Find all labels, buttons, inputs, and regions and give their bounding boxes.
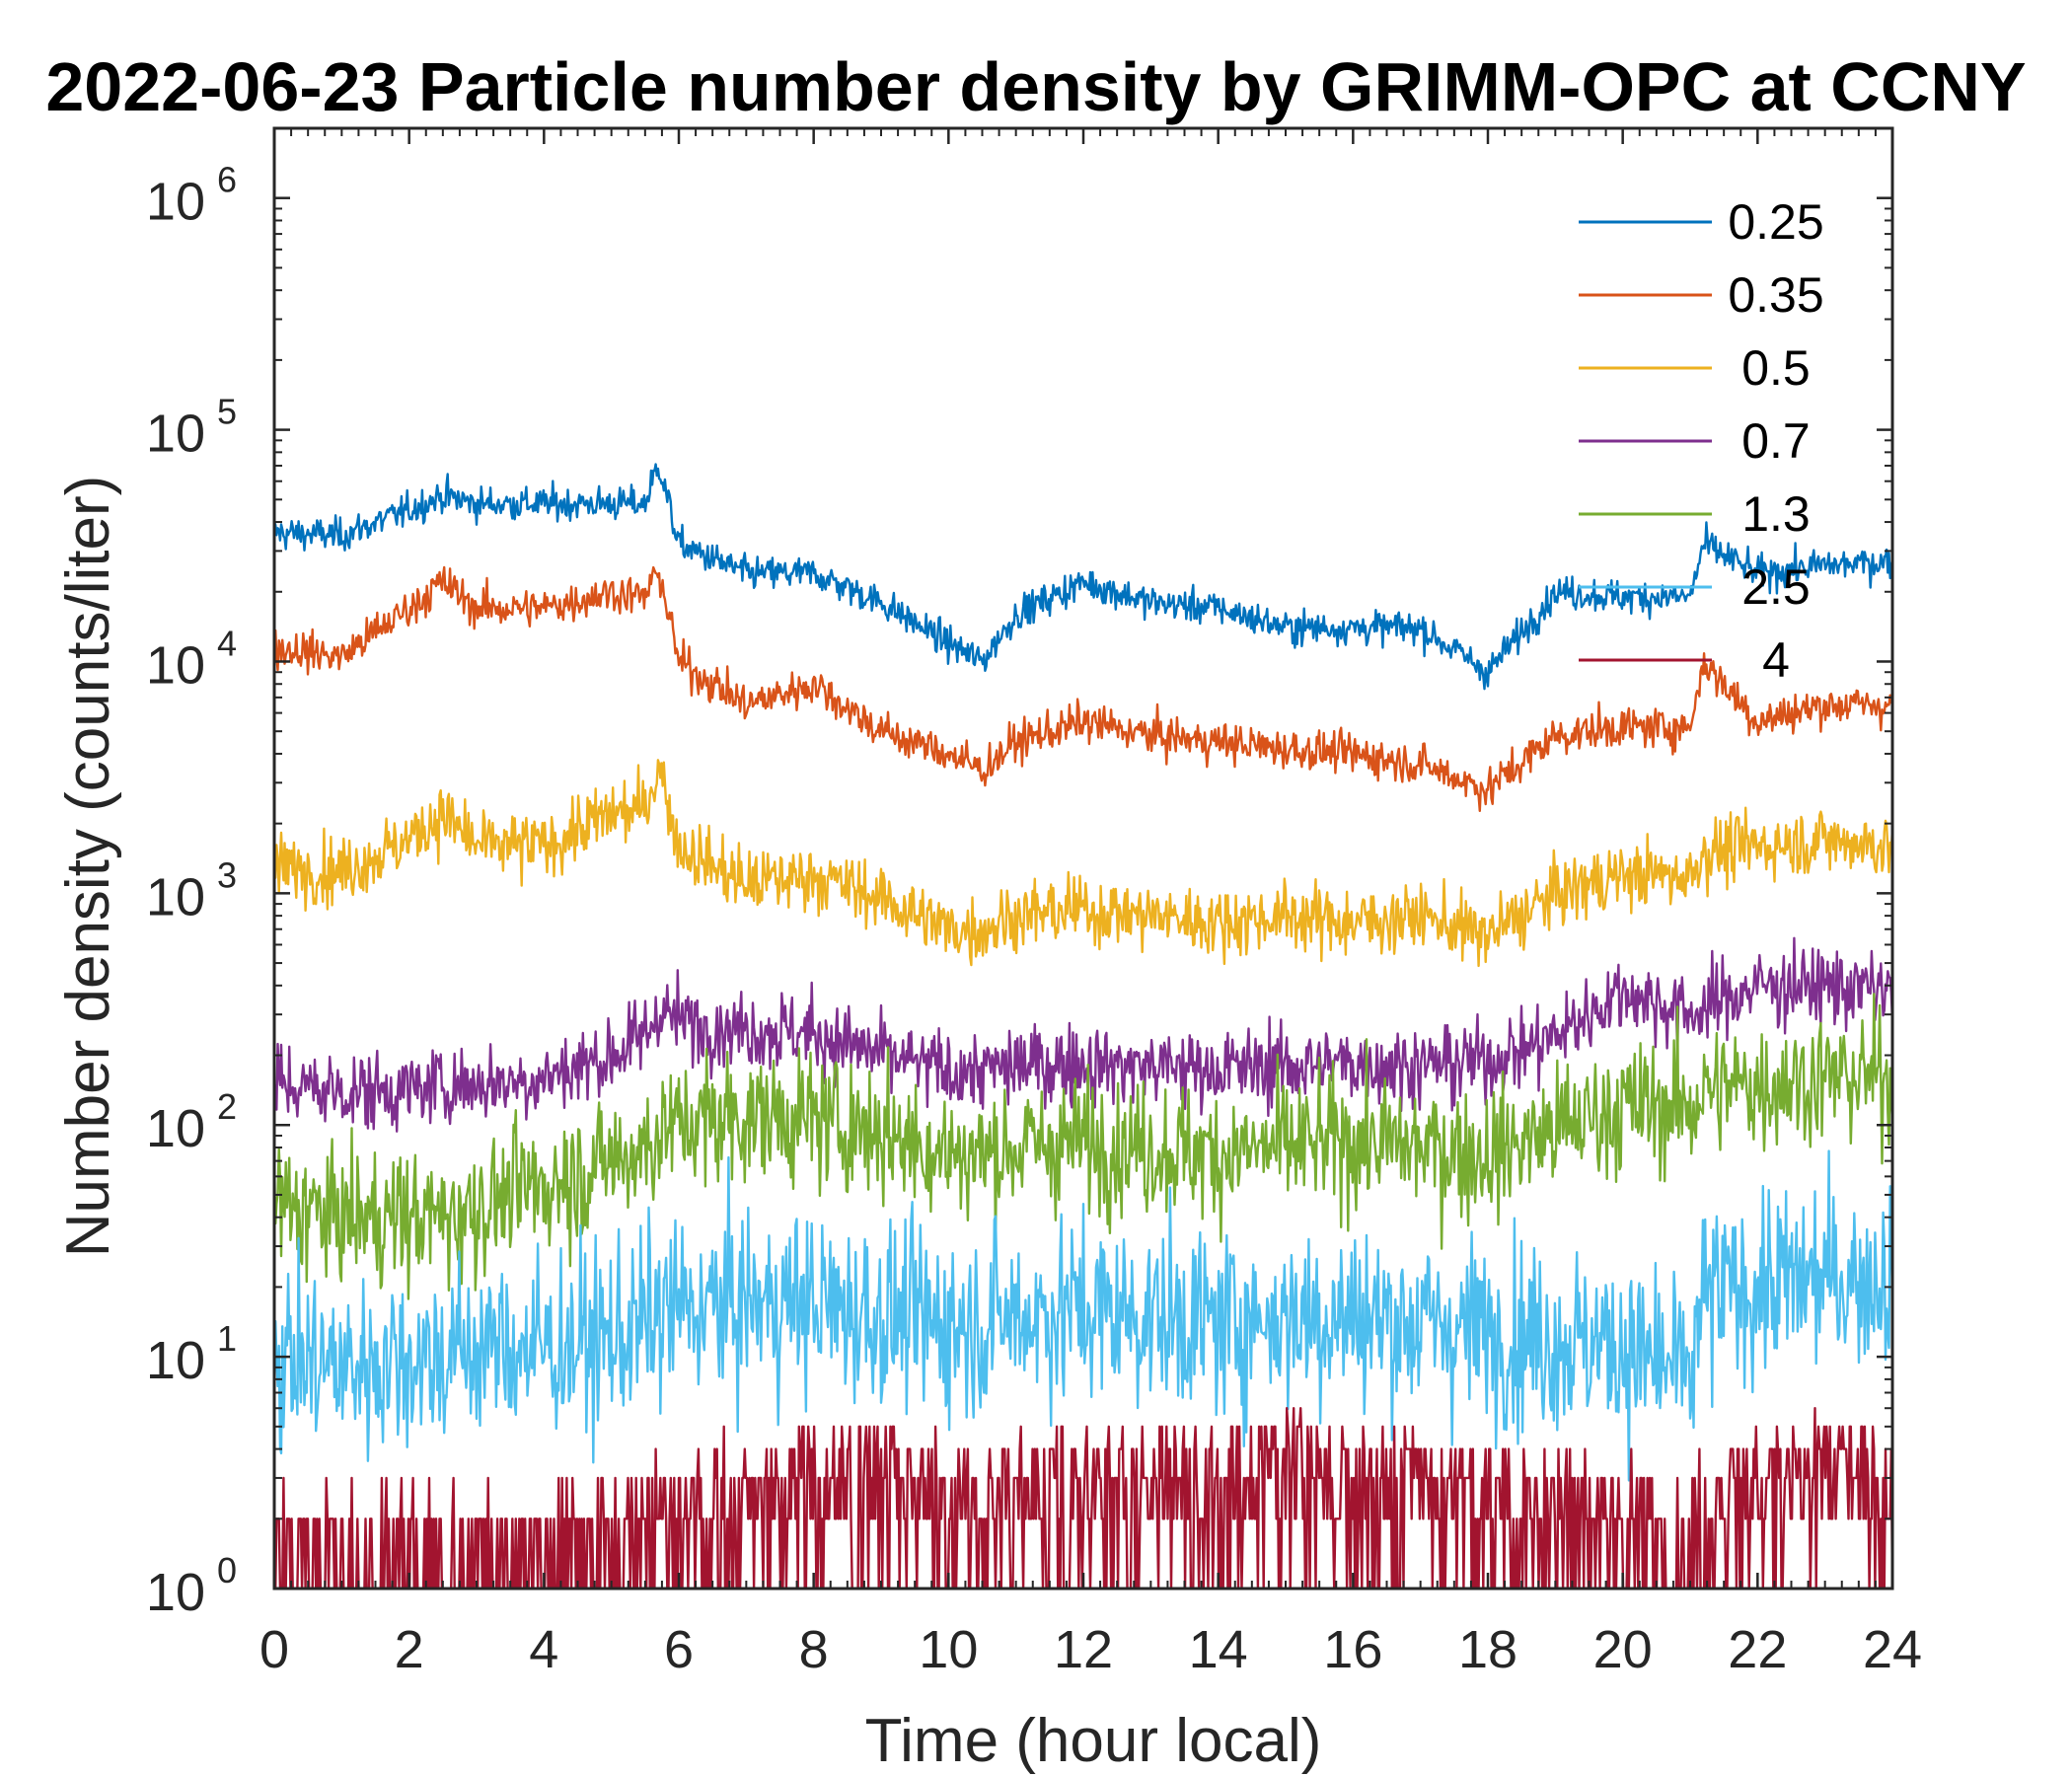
series-line-2_5 <box>272 1149 1894 1482</box>
y-tick-exponent: 5 <box>217 392 237 432</box>
series-line-0_25 <box>272 463 1894 691</box>
x-tick-label: 20 <box>1593 1620 1653 1679</box>
y-tick-label: 10 <box>146 635 205 695</box>
series-line-0_5 <box>272 759 1894 968</box>
x-tick-label: 22 <box>1728 1620 1787 1679</box>
y-tick-exponent: 3 <box>217 854 237 895</box>
x-tick-label: 14 <box>1189 1620 1248 1679</box>
legend-label: 0.5 <box>1741 340 1811 396</box>
x-tick-label: 8 <box>799 1620 829 1679</box>
series-line-1_3 <box>272 993 1894 1300</box>
y-tick-exponent: 2 <box>217 1086 237 1127</box>
legend-label: 1.3 <box>1741 486 1811 542</box>
x-tick-label: 0 <box>259 1620 289 1679</box>
y-tick-exponent: 1 <box>217 1318 237 1359</box>
x-tick-label: 4 <box>529 1620 558 1679</box>
series-layer <box>272 463 1894 1591</box>
x-tick-label: 12 <box>1054 1620 1113 1679</box>
series-line-4 <box>274 1407 1894 1591</box>
legend-label: 0.7 <box>1741 413 1811 469</box>
y-tick-label: 10 <box>146 1563 205 1622</box>
x-tick-label: 10 <box>919 1620 978 1679</box>
y-tick-label: 10 <box>146 867 205 926</box>
x-tick-label: 18 <box>1458 1620 1517 1679</box>
y-axis-label: Number density (counts/liter) <box>54 476 122 1258</box>
legend: 0.25 0.35 0.5 0.7 1.3 2.5 4 <box>1579 194 1824 688</box>
x-tick-label: 24 <box>1863 1620 1922 1679</box>
chart-title: 2022-06-23 Particle number density by GR… <box>45 48 2026 125</box>
x-axis-label: Time (hour local) <box>865 1707 1322 1775</box>
y-tick-label: 10 <box>146 173 205 232</box>
legend-label: 4 <box>1762 632 1790 688</box>
y-tick-exponent: 6 <box>217 160 237 200</box>
legend-label: 0.35 <box>1728 267 1823 323</box>
series-line-0_7 <box>272 936 1894 1133</box>
x-tick-label: 6 <box>664 1620 694 1679</box>
y-tick-label: 10 <box>146 1331 205 1390</box>
series-line-0_35 <box>272 565 1894 812</box>
y-tick-exponent: 4 <box>217 623 237 663</box>
y-tick-exponent: 0 <box>217 1550 237 1591</box>
legend-label: 2.5 <box>1741 559 1811 615</box>
y-tick-label: 10 <box>146 405 205 464</box>
y-tick-label: 10 <box>146 1099 205 1158</box>
x-tick-label: 16 <box>1323 1620 1382 1679</box>
legend-label: 0.25 <box>1728 194 1823 250</box>
x-tick-label: 2 <box>395 1620 424 1679</box>
